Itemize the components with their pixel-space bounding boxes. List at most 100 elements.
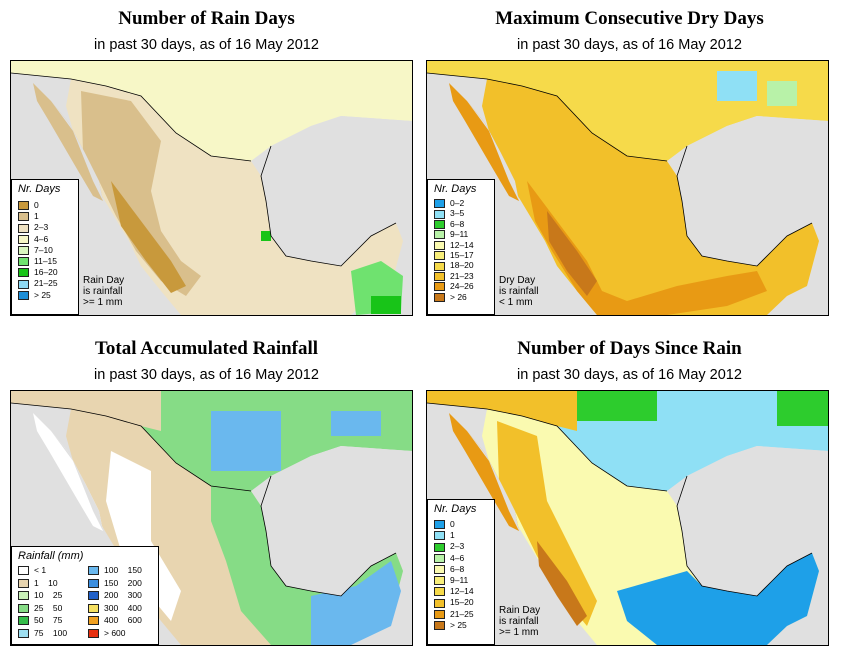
dry-region bbox=[106, 451, 181, 621]
legend-label: < 1 bbox=[34, 565, 47, 575]
legend-item: 15–17 bbox=[434, 250, 474, 261]
wet-patch bbox=[767, 81, 797, 106]
legend-label: > 25 bbox=[450, 619, 467, 630]
wet-patch bbox=[577, 391, 657, 421]
map-days-since-rain: Nr. Days 0 1 2–3 4–6 6–8 9–11 12–14 15–20 21–25 >… bbox=[426, 390, 829, 646]
wet-patch bbox=[261, 231, 271, 241]
wet-patch bbox=[717, 71, 757, 101]
legend-item: 50 75 bbox=[18, 615, 63, 626]
rain-day-note: Rain Day is rainfall >= 1 mm bbox=[499, 605, 540, 638]
legend-item: 9–11 bbox=[434, 575, 468, 586]
legend-item: 24–26 bbox=[434, 281, 474, 292]
legend-label: 21–23 bbox=[450, 270, 474, 281]
legend-item: 0 bbox=[18, 200, 39, 211]
note-line: is rainfall bbox=[499, 616, 539, 627]
legend-swatch bbox=[88, 616, 99, 626]
legend-swatch bbox=[434, 553, 445, 563]
legend-label: 300 400 bbox=[104, 602, 142, 613]
legend: Nr. Days 0 1 2–3 4–6 7–10 11–15 16–20 21–25 > 25 bbox=[11, 179, 79, 315]
legend-label: 16–20 bbox=[34, 267, 58, 278]
map-max-dry-days: Nr. Days 0–2 3–5 6–8 9–11 12–14 15–17 18–20 21–… bbox=[426, 60, 829, 316]
legend-item: 0–2 bbox=[434, 198, 464, 209]
legend-item: 3–5 bbox=[434, 208, 464, 219]
legend-label: 6–8 bbox=[450, 563, 465, 574]
legend-swatch bbox=[434, 542, 445, 552]
legend-label: 18–20 bbox=[450, 260, 474, 271]
us-border bbox=[427, 72, 668, 162]
legend-item: 4–6 bbox=[18, 234, 48, 244]
wettest-region bbox=[311, 561, 401, 645]
baja-land bbox=[33, 83, 103, 201]
legend-swatch bbox=[434, 531, 445, 541]
legend-swatch bbox=[88, 628, 99, 638]
legend-swatch bbox=[18, 234, 29, 244]
map-svg bbox=[427, 391, 828, 645]
legend-item: 15–20 bbox=[434, 597, 474, 608]
legend-item: > 25 bbox=[18, 290, 51, 300]
gulf-water bbox=[677, 446, 828, 596]
legend-item: 4–6 bbox=[434, 553, 464, 563]
wet-patch bbox=[211, 411, 281, 471]
legend-label: > 26 bbox=[450, 291, 467, 302]
wet-patch bbox=[331, 411, 381, 436]
us-border bbox=[11, 402, 252, 492]
legend-swatch bbox=[18, 246, 29, 256]
map-accumulated-rainfall: Rainfall (mm) < 1 1 10 10 25 25 50 50 75 75 1… bbox=[10, 390, 413, 646]
legend-swatch bbox=[434, 282, 445, 292]
driest-region bbox=[537, 541, 587, 626]
legend-item: > 25 bbox=[434, 619, 467, 631]
baja-land bbox=[33, 413, 103, 531]
legend-label: 400 600 bbox=[104, 615, 142, 625]
legend-title: Nr. Days bbox=[434, 183, 477, 195]
map-rain-days: Nr. Days 0 1 2–3 4–6 7–10 11–15 16–20 21–25 > 25… bbox=[10, 60, 413, 316]
panel-accumulated-rainfall: Total Accumulated Rainfall in past 30 da… bbox=[0, 330, 413, 650]
us-land bbox=[11, 61, 412, 161]
legend-label: 21–25 bbox=[450, 608, 474, 619]
map-svg bbox=[427, 61, 828, 315]
legend-label: 11–15 bbox=[34, 256, 58, 266]
legend-item: 1 bbox=[18, 211, 39, 222]
legend-swatch bbox=[88, 603, 99, 613]
note-line: >= 1 mm bbox=[83, 297, 123, 308]
legend-swatch bbox=[434, 520, 445, 530]
legend-label: 4–6 bbox=[34, 233, 49, 244]
panel-subtitle: in past 30 days, as of 16 May 2012 bbox=[517, 37, 742, 53]
legend-title: Rainfall (mm) bbox=[18, 550, 84, 562]
legend-label: 150 200 bbox=[104, 577, 142, 588]
legend-item: > 26 bbox=[434, 292, 467, 302]
legend-item: > 600 bbox=[88, 628, 126, 638]
legend-swatch bbox=[18, 290, 29, 300]
wet-patch bbox=[777, 391, 828, 426]
legend-item: 12–14 bbox=[434, 586, 474, 597]
legend-swatch bbox=[434, 230, 445, 240]
legend-swatch bbox=[434, 272, 445, 282]
legend-item: 2–3 bbox=[18, 222, 48, 233]
legend-label: 1 10 bbox=[34, 577, 58, 588]
baja-land bbox=[449, 413, 519, 531]
legend-swatch bbox=[18, 578, 29, 588]
legend-label: > 25 bbox=[34, 289, 51, 300]
legend-swatch bbox=[18, 279, 29, 289]
gulf-water bbox=[261, 446, 412, 596]
legend-item: 25 50 bbox=[18, 603, 62, 613]
legend-item: 150 200 bbox=[88, 578, 142, 588]
legend-swatch bbox=[88, 591, 99, 601]
gulf-water bbox=[677, 116, 828, 266]
legend-item: 21–25 bbox=[434, 609, 474, 619]
legend-swatch bbox=[18, 616, 29, 626]
legend-swatch bbox=[434, 587, 445, 597]
legend-swatch bbox=[434, 609, 445, 619]
legend-item: 7–10 bbox=[18, 245, 53, 256]
legend-label: > 600 bbox=[104, 627, 126, 638]
note-line: Dry Day bbox=[499, 275, 536, 286]
legend-swatch bbox=[434, 209, 445, 219]
legend-swatch bbox=[18, 212, 29, 222]
legend-item: 300 400 bbox=[88, 603, 142, 613]
coastline bbox=[260, 145, 397, 267]
legend-label: 10 25 bbox=[34, 590, 63, 600]
legend-label: 4–6 bbox=[450, 552, 465, 563]
legend-label: 50 75 bbox=[34, 615, 63, 625]
legend-item: 1 10 bbox=[18, 578, 58, 588]
coastline bbox=[676, 475, 813, 597]
driest-region bbox=[547, 211, 597, 296]
